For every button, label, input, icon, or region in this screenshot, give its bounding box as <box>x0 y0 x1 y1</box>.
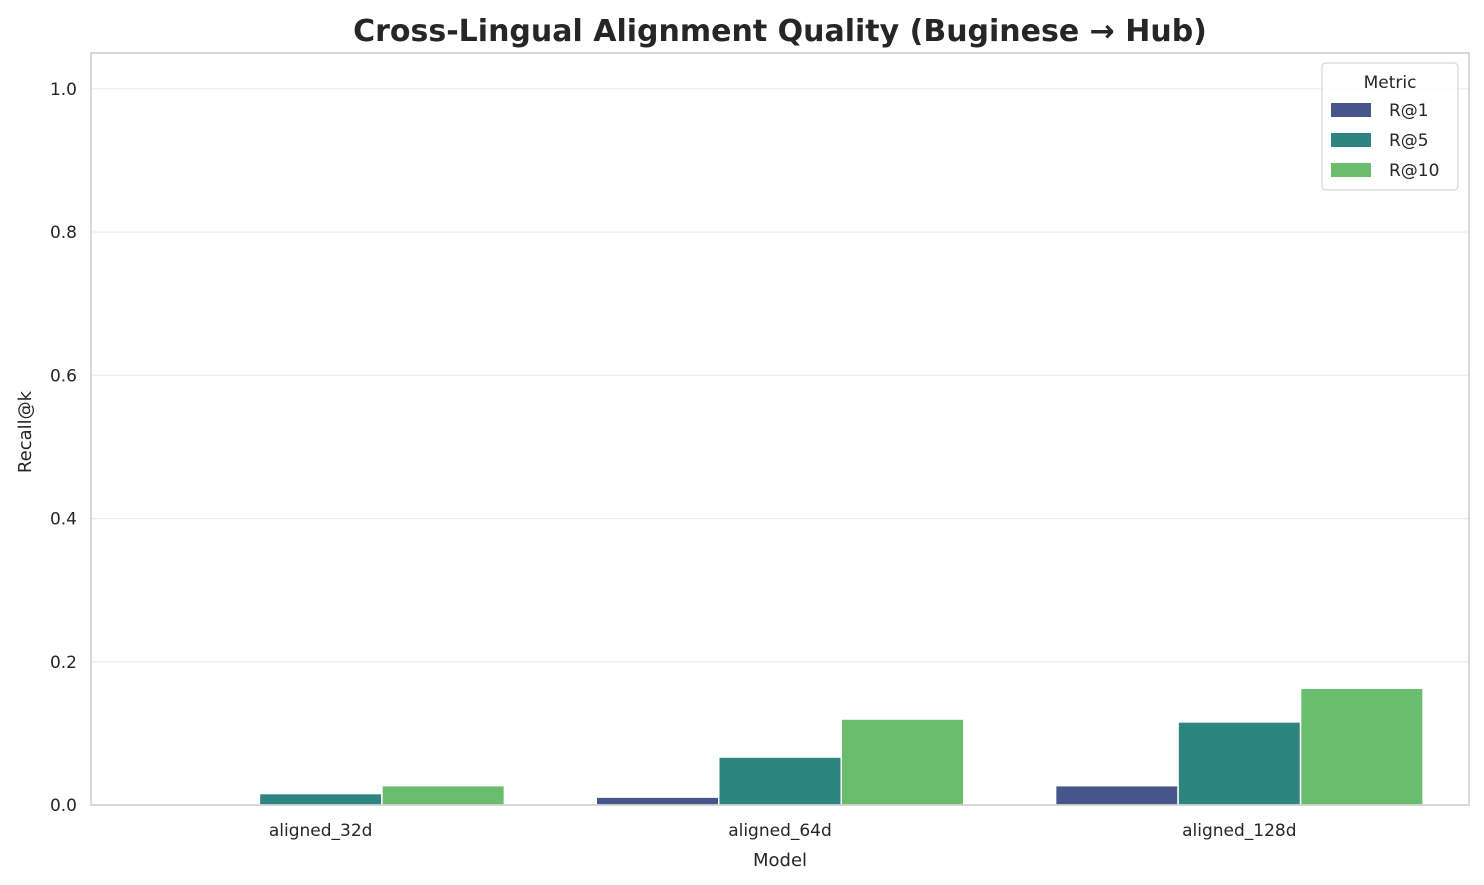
legend: Metric R@1 R@5 R@10 <box>1321 62 1459 191</box>
y-tick-label: 0.2 <box>50 653 77 673</box>
legend-label-R@5: R@5 <box>1389 131 1429 151</box>
bar-aligned_64d-R@5 <box>718 756 842 806</box>
y-tick-label: 0.8 <box>50 223 77 243</box>
legend-label-R@10: R@10 <box>1389 161 1439 181</box>
y-tick-label: 0.6 <box>50 366 77 386</box>
legend-title: Metric <box>1364 73 1417 93</box>
legend-swatch-R@5 <box>1331 133 1371 147</box>
chart-title: Cross-Lingual Alignment Quality (Bugines… <box>353 14 1207 49</box>
bar-aligned_32d-R@10 <box>381 784 506 806</box>
plot-frame <box>90 52 1470 806</box>
legend-swatch-R@10 <box>1331 163 1371 177</box>
bar-aligned_32d-R@5 <box>258 792 383 806</box>
legend-swatch-R@1 <box>1331 103 1371 117</box>
bar-aligned_128d-R@1 <box>1054 784 1179 806</box>
bar-aligned_64d-R@10 <box>840 718 965 806</box>
y-axis-label: Recall@k <box>15 390 36 473</box>
y-tick-label: 0.0 <box>50 796 77 816</box>
bar-aligned_64d-R@1 <box>595 796 720 806</box>
x-tick-label: aligned_64d <box>728 821 832 841</box>
x-tick-label: aligned_128d <box>1182 821 1296 841</box>
legend-label-R@1: R@1 <box>1389 101 1429 121</box>
y-tick-label: 0.4 <box>50 510 77 530</box>
bar-aligned_128d-R@10 <box>1299 687 1424 806</box>
x-axis-label: Model <box>753 850 807 871</box>
y-tick-label: 1.0 <box>50 80 77 100</box>
bar-aligned_128d-R@5 <box>1177 721 1302 806</box>
x-tick-label: aligned_32d <box>269 821 373 841</box>
